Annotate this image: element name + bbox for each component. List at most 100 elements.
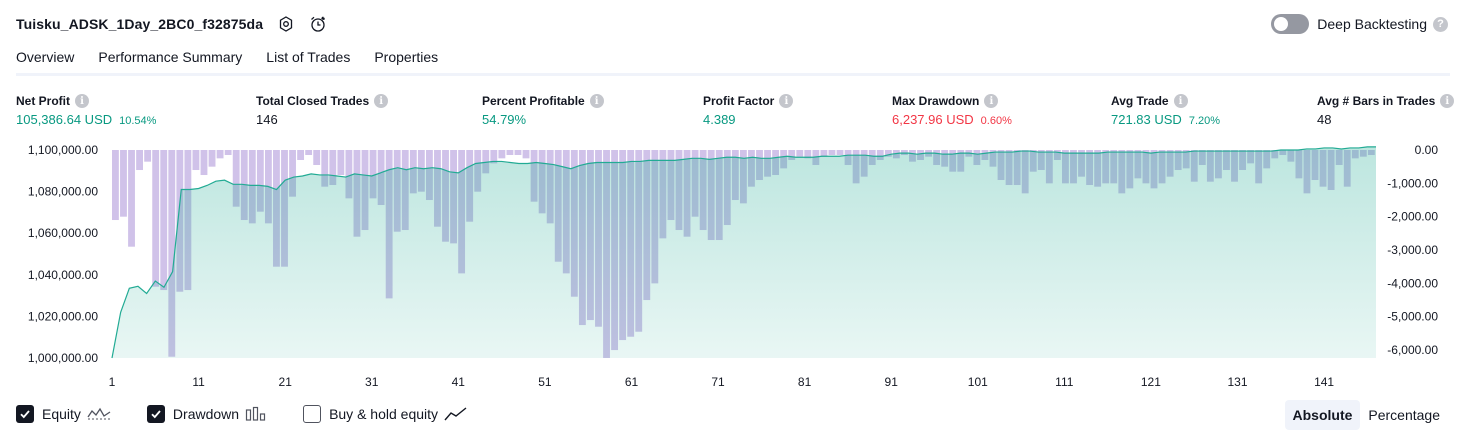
right-axis: 0.00 -1,000.00 -2,000.00 -3,000.00 -4,000.00… — [1387, 143, 1438, 357]
right-axis-tick: -5,000.00 — [1387, 310, 1438, 324]
info-icon[interactable]: i — [75, 94, 89, 108]
deep-backtesting-toggle[interactable] — [1271, 14, 1310, 34]
metric-percent: 7.20% — [1188, 115, 1221, 127]
legend-buy-hold[interactable]: Buy & hold equity — [303, 405, 468, 423]
value-mode-switch: Absolute Percentage — [1284, 400, 1449, 430]
drawdown-bar — [168, 150, 176, 357]
buy-hold-line-icon — [444, 406, 468, 422]
right-axis-tick: -2,000.00 — [1387, 210, 1438, 224]
x-axis-tick: 11 — [192, 375, 205, 389]
info-icon[interactable]: i — [1173, 94, 1188, 108]
metrics-row: Net Profit i 105,386.64 USD 10.54% Total C… — [0, 92, 1466, 132]
tab-properties[interactable]: Properties — [374, 49, 439, 65]
metric-value: 105,386.64 USD — [16, 112, 113, 127]
x-axis-tick: 1 — [109, 375, 116, 389]
metric-avg-bars: Avg # Bars in Trades i 48 — [1317, 92, 1455, 130]
metric-percent: 10.54% — [119, 115, 157, 127]
mode-absolute[interactable]: Absolute — [1284, 400, 1361, 430]
metric-label: Avg # Bars in Trades — [1317, 94, 1436, 108]
left-axis-tick: 1,060,000.00 — [28, 226, 98, 240]
chart-legend: Equity Drawdown Buy & hold equity — [16, 402, 504, 426]
metric-label: Max Drawdown — [892, 94, 980, 108]
legend-equity[interactable]: Equity — [16, 405, 111, 423]
legend-label: Drawdown — [172, 406, 240, 422]
equity-checkbox[interactable] — [16, 405, 34, 423]
info-icon[interactable]: i — [779, 94, 794, 108]
drawdown-bar — [289, 150, 296, 197]
settings-icon[interactable] — [275, 13, 297, 35]
drawdown-bar — [900, 150, 908, 155]
x-axis-tick: 101 — [968, 375, 988, 389]
metric-total-closed-trades: Total Closed Trades i 146 — [256, 92, 389, 130]
metric-value: 54.79% — [482, 112, 527, 127]
info-icon[interactable]: i — [589, 94, 604, 108]
right-axis-tick: 0.00 — [1415, 143, 1439, 157]
drawdown-bar — [345, 150, 353, 199]
buy-hold-checkbox[interactable] — [303, 405, 322, 423]
metric-value: 48 — [1317, 112, 1332, 127]
info-icon[interactable]: i — [984, 94, 999, 108]
metric-percent-profitable: Percent Profitable i 54.79% — [482, 92, 604, 130]
strategy-title: Tuisku_ADSK_1Day_2BC0_f32875da — [16, 16, 264, 32]
info-icon[interactable]: i — [374, 94, 389, 108]
drawdown-bar — [337, 150, 345, 176]
tabs-divider — [16, 73, 1450, 76]
legend-drawdown[interactable]: Drawdown — [146, 405, 267, 423]
tab-performance-summary[interactable]: Performance Summary — [98, 49, 243, 65]
left-axis: 1,100,000.00 1,080,000.00 1,060,000.00 1,04… — [28, 143, 98, 365]
x-axis-tick: 81 — [798, 375, 812, 389]
tab-list-of-trades[interactable]: List of Trades — [266, 49, 351, 65]
drawdown-bar — [498, 150, 506, 159]
metric-label: Total Closed Trades — [256, 94, 370, 108]
drawdown-bar — [136, 150, 143, 171]
x-axis-tick: 31 — [365, 375, 379, 389]
drawdown-bar — [796, 150, 804, 157]
drawdown-bar — [305, 150, 313, 155]
equity-drawdown-chart: 1,100,000.00 1,080,000.00 1,060,000.00 1,04… — [28, 143, 1438, 389]
drawdown-bar — [224, 150, 232, 155]
drawdown-bar — [836, 150, 844, 155]
metric-label: Percent Profitable — [482, 94, 585, 108]
metric-avg-trade: Avg Trade i 721.83 USD 7.20% — [1111, 92, 1220, 130]
drawdown-bar — [788, 150, 796, 160]
drawdown-bar — [329, 150, 337, 186]
drawdown-bar — [321, 150, 329, 187]
report-tabs: Overview Performance Summary List of Tra… — [16, 46, 462, 76]
metric-label: Net Profit — [16, 94, 70, 108]
drawdown-bar — [828, 150, 836, 155]
x-axis-tick: 71 — [711, 375, 725, 389]
right-axis-tick: -1,000.00 — [1387, 176, 1438, 190]
left-axis-tick: 1,100,000.00 — [28, 143, 98, 157]
left-axis-tick: 1,080,000.00 — [28, 185, 98, 199]
deep-backtesting-label: Deep Backtesting — [1317, 16, 1427, 32]
drawdown-bar — [490, 150, 498, 164]
metric-net-profit: Net Profit i 105,386.64 USD 10.54% — [16, 92, 156, 130]
drawdown-bar — [876, 150, 884, 160]
equity-line-icon — [87, 406, 111, 422]
drawdown-bar — [232, 150, 240, 207]
alarm-clock-icon[interactable] — [307, 13, 329, 35]
info-icon[interactable]: i — [1440, 94, 1455, 108]
deep-backtesting: Deep Backtesting ? — [1271, 12, 1448, 36]
drawdown-bar — [160, 150, 168, 291]
metric-label: Profit Factor — [703, 94, 775, 108]
x-axis-tick: 131 — [1227, 375, 1247, 389]
metric-profit-factor: Profit Factor i 4.389 — [703, 92, 794, 130]
x-axis-tick: 41 — [452, 375, 466, 389]
x-axis-tick: 111 — [1055, 375, 1074, 389]
x-axis-tick: 61 — [625, 375, 639, 389]
drawdown-bar — [192, 150, 200, 171]
tab-overview[interactable]: Overview — [16, 46, 75, 76]
equity-line — [111, 146, 1376, 359]
x-axis-tick: 141 — [1314, 375, 1334, 389]
drawdown-bar — [482, 150, 490, 174]
help-icon[interactable]: ? — [1433, 16, 1448, 32]
drawdown-bar — [256, 150, 264, 212]
x-axis-tick: 121 — [1141, 375, 1161, 389]
equity-area — [112, 146, 1376, 358]
drawdown-checkbox[interactable] — [146, 405, 165, 423]
drawdown-bar — [804, 150, 812, 159]
drawdown-bar — [112, 150, 119, 221]
drawdown-bar — [208, 150, 216, 167]
mode-percentage[interactable]: Percentage — [1368, 407, 1440, 423]
